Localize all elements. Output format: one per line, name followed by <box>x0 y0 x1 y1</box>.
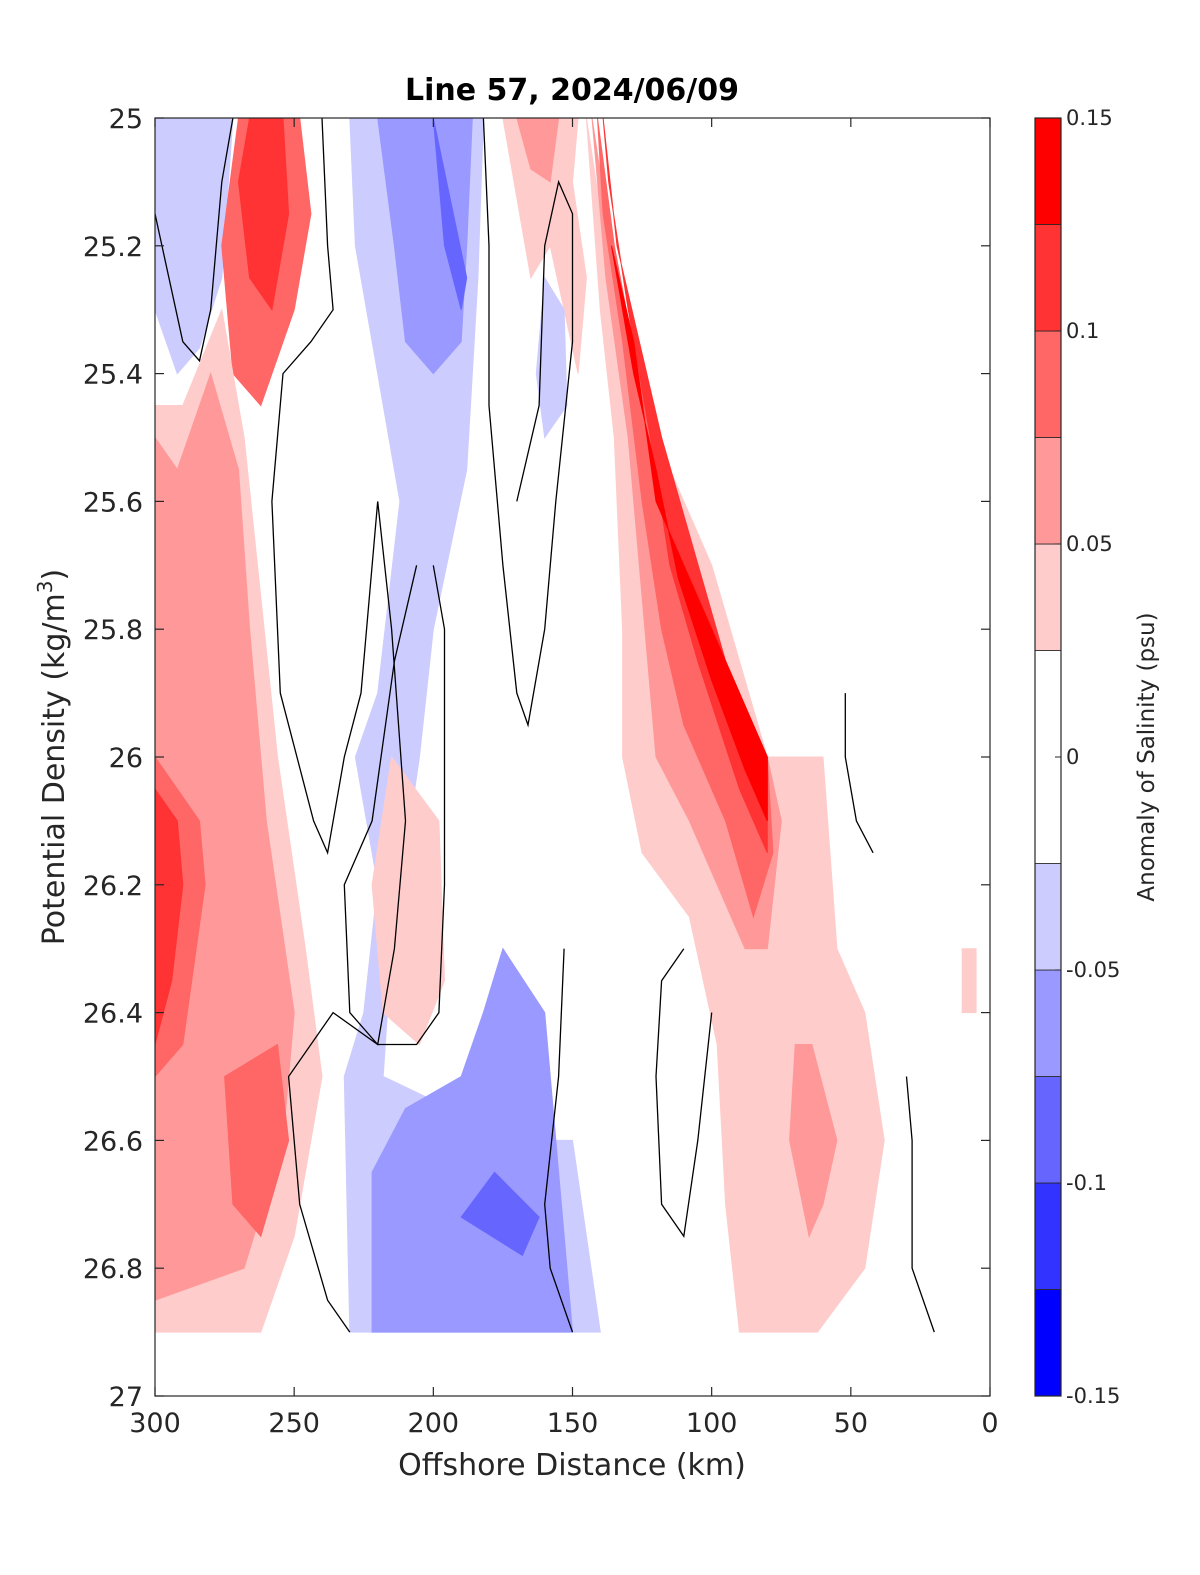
y-tick-label: 26.8 <box>83 1254 143 1285</box>
colorbar: 0.15 0.1 0.05 0 -0.05 -0.1 -0.15 <box>1034 106 1120 1408</box>
zero-contour-line-1 <box>271 118 407 1333</box>
contour-region-24 <box>611 245 768 822</box>
colorbar-swatch <box>1034 1289 1062 1397</box>
colorbar-swatch <box>1034 863 1062 971</box>
colorbar-tick-label: -0.15 <box>1066 1384 1120 1408</box>
contour-region-7 <box>377 118 473 375</box>
y-tick-label: 26.6 <box>83 1126 143 1157</box>
y-axis-title-close: ) <box>37 569 72 581</box>
zero-contour-line-4 <box>544 948 574 1333</box>
contour-region-5 <box>237 118 290 311</box>
x-tick-label: 300 <box>129 1408 181 1439</box>
y-tick-label: 27 <box>109 1382 143 1413</box>
y-tick-label: 25.6 <box>83 487 143 518</box>
x-tick-label: 0 <box>981 1408 998 1439</box>
y-tick-label: 26.2 <box>83 871 143 902</box>
colorbar-tick-label: 0.1 <box>1066 319 1099 343</box>
zero-contour-line-5 <box>655 948 713 1239</box>
zero-contour-line-7 <box>905 1076 935 1333</box>
x-tick-label: 250 <box>268 1408 320 1439</box>
x-tick-label: 50 <box>834 1408 868 1439</box>
zero-contour-line-3 <box>482 118 574 728</box>
contour-line-layer <box>155 118 935 1333</box>
colorbar-swatch <box>1034 1182 1062 1290</box>
colorbar-tick-label: -0.05 <box>1066 958 1120 982</box>
zero-contour-line-0 <box>155 118 234 363</box>
x-tick-label: 150 <box>547 1408 599 1439</box>
x-axis-title: Offshore Distance (km) <box>398 1448 746 1483</box>
colorbar-swatch <box>1034 969 1062 1077</box>
y-tick-label: 25 <box>109 104 143 135</box>
colorbar-swatch <box>1034 224 1062 332</box>
chart-title: Line 57, 2024/06/09 <box>405 73 739 108</box>
contour-region-14 <box>155 788 184 1045</box>
contour-region-19 <box>535 276 568 439</box>
y-tick-label: 25.2 <box>83 232 143 263</box>
contour-region-9 <box>432 118 468 310</box>
axes: 300 250 200 150 100 50 0 25 25.2 25.4 25.6 25.8 26 26… <box>83 104 999 1439</box>
contour-region-10 <box>460 1171 540 1257</box>
colorbar-swatch <box>1034 543 1062 651</box>
colorbar-swatch <box>1034 330 1062 438</box>
colorbar-tick-label: 0.15 <box>1066 106 1113 130</box>
contour-region-3 <box>155 118 234 375</box>
y-axis-title: Potential Density (kg/m3) <box>33 569 72 945</box>
x-tick-label: 200 <box>408 1408 460 1439</box>
contour-region-18 <box>516 118 560 183</box>
y-tick-label: 25.4 <box>83 360 143 391</box>
y-tick-label: 26 <box>109 743 143 774</box>
colorbar-swatch <box>1034 117 1062 225</box>
colorbar-tick-label: 0.05 <box>1066 532 1113 556</box>
x-tick-label: 100 <box>686 1408 738 1439</box>
colorbar-tick-label: 0 <box>1066 745 1079 769</box>
colorbar-tick-label: -0.1 <box>1066 1171 1107 1195</box>
y-tick-label: 25.8 <box>83 615 143 646</box>
contour-region-6 <box>343 118 601 1333</box>
colorbar-title: Anomaly of Salinity (psu) <box>1134 612 1160 901</box>
colorbar-swatch <box>1034 1076 1062 1184</box>
contour-region-15 <box>224 1043 290 1238</box>
y-axis-title-superscript: 3 <box>33 580 57 593</box>
colorbar-swatch <box>1034 437 1062 545</box>
y-tick-label: 26.4 <box>83 999 143 1030</box>
contour-region-25 <box>789 1044 838 1238</box>
contour-fill-layer <box>155 118 977 1333</box>
y-axis-title-main: Potential Density (kg/m <box>37 593 72 945</box>
contour-region-26 <box>961 948 977 1014</box>
zero-contour-line-2 <box>343 565 446 1046</box>
zero-contour-line-6 <box>844 693 874 854</box>
